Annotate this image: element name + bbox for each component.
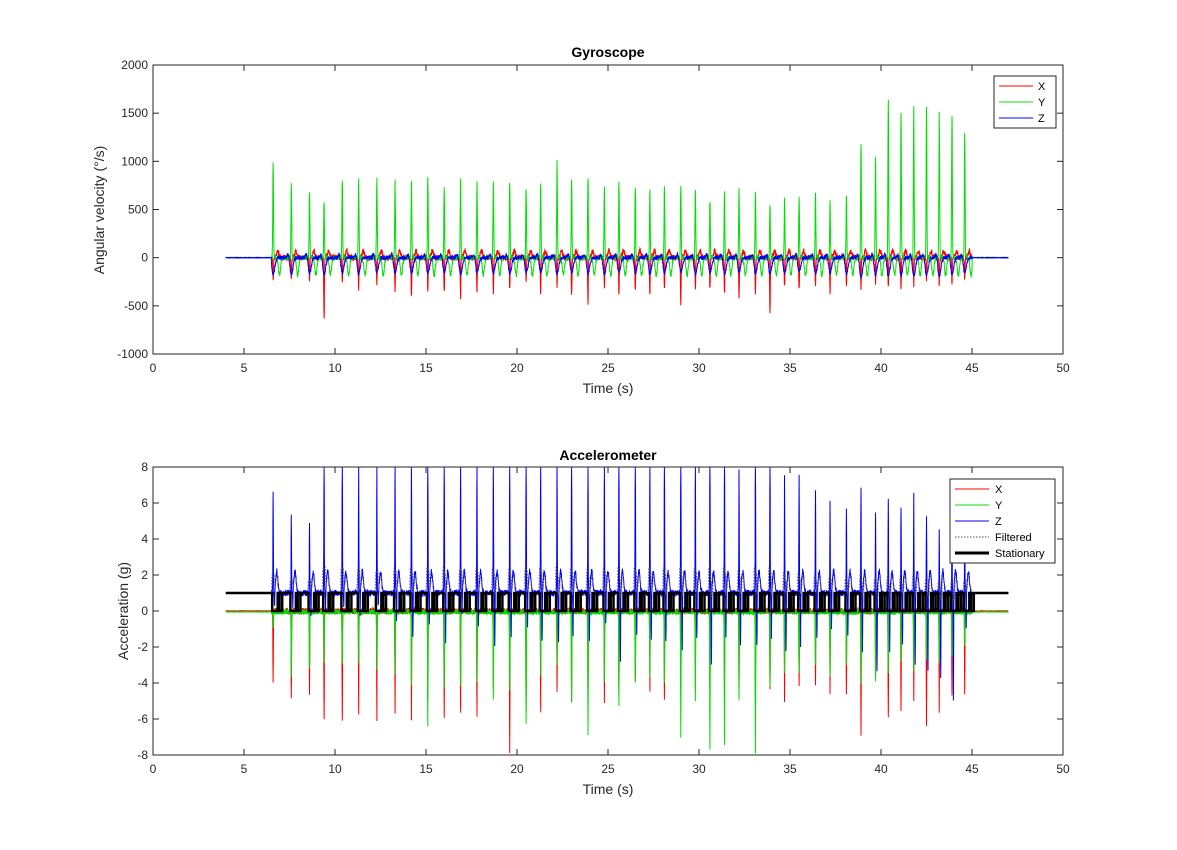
x-tick-label: 10 <box>328 762 342 776</box>
x-tick-label: 35 <box>783 762 797 776</box>
accelerometer-axes: 0 5 10 15 20 25 30 35 40 45 50 -8 -6 -4 -2 0 2 4 6 8 Accele… <box>115 447 1070 797</box>
legend-label-filtered: Filtered <box>995 532 1032 544</box>
x-tick-label: 20 <box>510 762 524 776</box>
x-tick-label: 50 <box>1056 762 1070 776</box>
y-tick-label: 500 <box>128 203 148 217</box>
y-tick-label: 2 <box>141 568 148 582</box>
accel-series-filtered <box>225 565 1009 606</box>
gyroscope-ticks: 0 5 10 15 20 25 30 35 40 45 50 -1000 -500 0 500 1000 150… <box>117 58 1070 375</box>
y-tick-label: -500 <box>124 299 148 313</box>
y-tick-label: 1500 <box>121 106 148 120</box>
legend-label-y: Y <box>1038 97 1046 109</box>
legend-label-x: X <box>995 484 1003 496</box>
x-tick-label: 5 <box>241 762 248 776</box>
x-tick-label: 20 <box>510 361 524 375</box>
gyroscope-ylabel: Angular velocity (°/s) <box>91 146 107 275</box>
y-tick-label: 0 <box>141 251 148 265</box>
y-tick-label: 1000 <box>121 154 148 168</box>
y-tick-label: -8 <box>137 748 148 762</box>
y-tick-label: -2 <box>137 640 148 654</box>
accelerometer-legend: X Y Z Filtered Stationary <box>949 478 1056 564</box>
x-tick-label: 15 <box>419 361 433 375</box>
legend-label-stationary: Stationary <box>995 548 1045 560</box>
x-tick-label: 40 <box>874 361 888 375</box>
gyroscope-legend: X Y Z <box>993 75 1057 129</box>
accelerometer-title: Accelerometer <box>559 447 657 463</box>
gyroscope-plot-area <box>153 65 1063 354</box>
gyroscope-xlabel: Time (s) <box>583 380 634 396</box>
y-tick-label: 0 <box>141 604 148 618</box>
x-tick-label: 0 <box>150 762 157 776</box>
legend-label-x: X <box>1038 81 1046 93</box>
y-tick-label: -1000 <box>117 347 148 361</box>
legend-label-y: Y <box>995 500 1003 512</box>
legend-label-z: Z <box>995 516 1002 528</box>
x-tick-label: 50 <box>1056 361 1070 375</box>
gyroscope-title: Gyroscope <box>571 44 644 60</box>
y-tick-label: 4 <box>141 532 148 546</box>
x-tick-label: 35 <box>783 361 797 375</box>
y-tick-label: -4 <box>137 676 148 690</box>
accelerometer-xlabel: Time (s) <box>583 781 634 797</box>
x-tick-label: 0 <box>150 361 157 375</box>
x-tick-label: 10 <box>328 361 342 375</box>
gyroscope-plot <box>225 99 1009 319</box>
y-tick-label: -6 <box>137 712 148 726</box>
accelerometer-ylabel: Acceleration (g) <box>115 562 131 660</box>
gyro-series-z <box>225 251 1009 279</box>
accelerometer-ticks: 0 5 10 15 20 25 30 35 40 45 50 -8 -6 -4 -2 0 2 4 6 8 <box>137 460 1070 776</box>
y-tick-label: 8 <box>141 460 148 474</box>
x-tick-label: 45 <box>965 762 979 776</box>
x-tick-label: 45 <box>965 361 979 375</box>
x-tick-label: 25 <box>601 361 615 375</box>
x-tick-label: 25 <box>601 762 615 776</box>
x-tick-label: 5 <box>241 361 248 375</box>
y-tick-label: 6 <box>141 496 148 510</box>
x-tick-label: 40 <box>874 762 888 776</box>
accel-series-stationary <box>225 591 1009 613</box>
x-tick-label: 30 <box>692 361 706 375</box>
x-tick-label: 30 <box>692 762 706 776</box>
legend-label-z: Z <box>1038 113 1045 125</box>
accelerometer-plot <box>225 466 1009 754</box>
x-tick-label: 15 <box>419 762 433 776</box>
gyroscope-axes: 0 5 10 15 20 25 30 35 40 45 50 -1000 -500 0 500 1000 150… <box>91 44 1070 396</box>
y-tick-label: 2000 <box>121 58 148 72</box>
